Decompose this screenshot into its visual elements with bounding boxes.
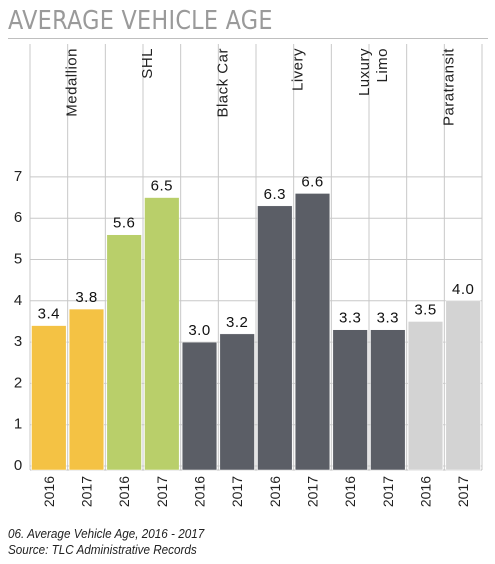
- bar: [106, 234, 142, 471]
- bar: [332, 329, 368, 471]
- bar: [219, 333, 255, 471]
- bar: [445, 300, 481, 471]
- bar: [181, 341, 218, 471]
- bar: [407, 321, 444, 471]
- x-tick-label: 2017: [380, 476, 396, 507]
- bar: [294, 193, 331, 471]
- category-label: Black Car: [214, 48, 231, 118]
- data-label: 3.4: [38, 306, 60, 323]
- x-tick-label: 2017: [305, 476, 321, 507]
- category-label: SHL: [139, 48, 156, 79]
- source-caption: Source: TLC Administrative Records: [8, 542, 197, 557]
- data-label: 3.2: [226, 314, 248, 331]
- y-tick-label: 0: [14, 457, 22, 474]
- title-divider: [8, 38, 488, 39]
- y-tick-label: 2: [14, 374, 22, 391]
- bar: [31, 325, 67, 471]
- y-tick-label: 1: [14, 416, 22, 433]
- data-label: 6.5: [151, 178, 173, 195]
- bar: [257, 205, 293, 471]
- x-tick-label: 2016: [418, 476, 434, 507]
- figure-caption: 06. Average Vehicle Age, 2016 - 2017: [8, 526, 205, 541]
- data-label: 3.8: [75, 289, 97, 306]
- y-tick-label: 4: [14, 292, 22, 309]
- x-tick-label: 2017: [79, 476, 95, 507]
- y-tick-label: 6: [14, 209, 22, 226]
- y-tick-label: 7: [14, 168, 22, 185]
- data-label: 3.0: [188, 322, 210, 339]
- x-tick-label: 2016: [342, 476, 358, 507]
- x-tick-label: 2017: [154, 476, 170, 507]
- category-label: Livery: [290, 48, 307, 91]
- data-label: 5.6: [113, 215, 135, 232]
- data-label: 4.0: [452, 281, 474, 298]
- category-label: Limo: [374, 48, 391, 83]
- chart-title: AVERAGE VEHICLE AGE: [8, 6, 273, 36]
- category-label: Medallion: [64, 48, 81, 117]
- bar: [68, 308, 105, 471]
- category-label: Paratransit: [440, 48, 457, 126]
- x-tick-label: 2016: [116, 476, 132, 507]
- bar: [144, 197, 180, 471]
- x-tick-label: 2016: [41, 476, 57, 507]
- data-label: 6.3: [264, 186, 286, 203]
- x-tick-label: 2017: [229, 476, 245, 507]
- x-tick-label: 2016: [192, 476, 208, 507]
- y-tick-label: 5: [14, 250, 22, 267]
- bar: [370, 329, 406, 471]
- category-label: Luxury: [356, 48, 373, 96]
- x-tick-label: 2016: [267, 476, 283, 507]
- data-label: 3.5: [414, 301, 436, 318]
- data-label: 3.3: [339, 310, 361, 327]
- y-tick-label: 3: [14, 333, 22, 350]
- data-label: 6.6: [301, 173, 323, 190]
- x-tick-label: 2017: [455, 476, 471, 507]
- data-label: 3.3: [377, 310, 399, 327]
